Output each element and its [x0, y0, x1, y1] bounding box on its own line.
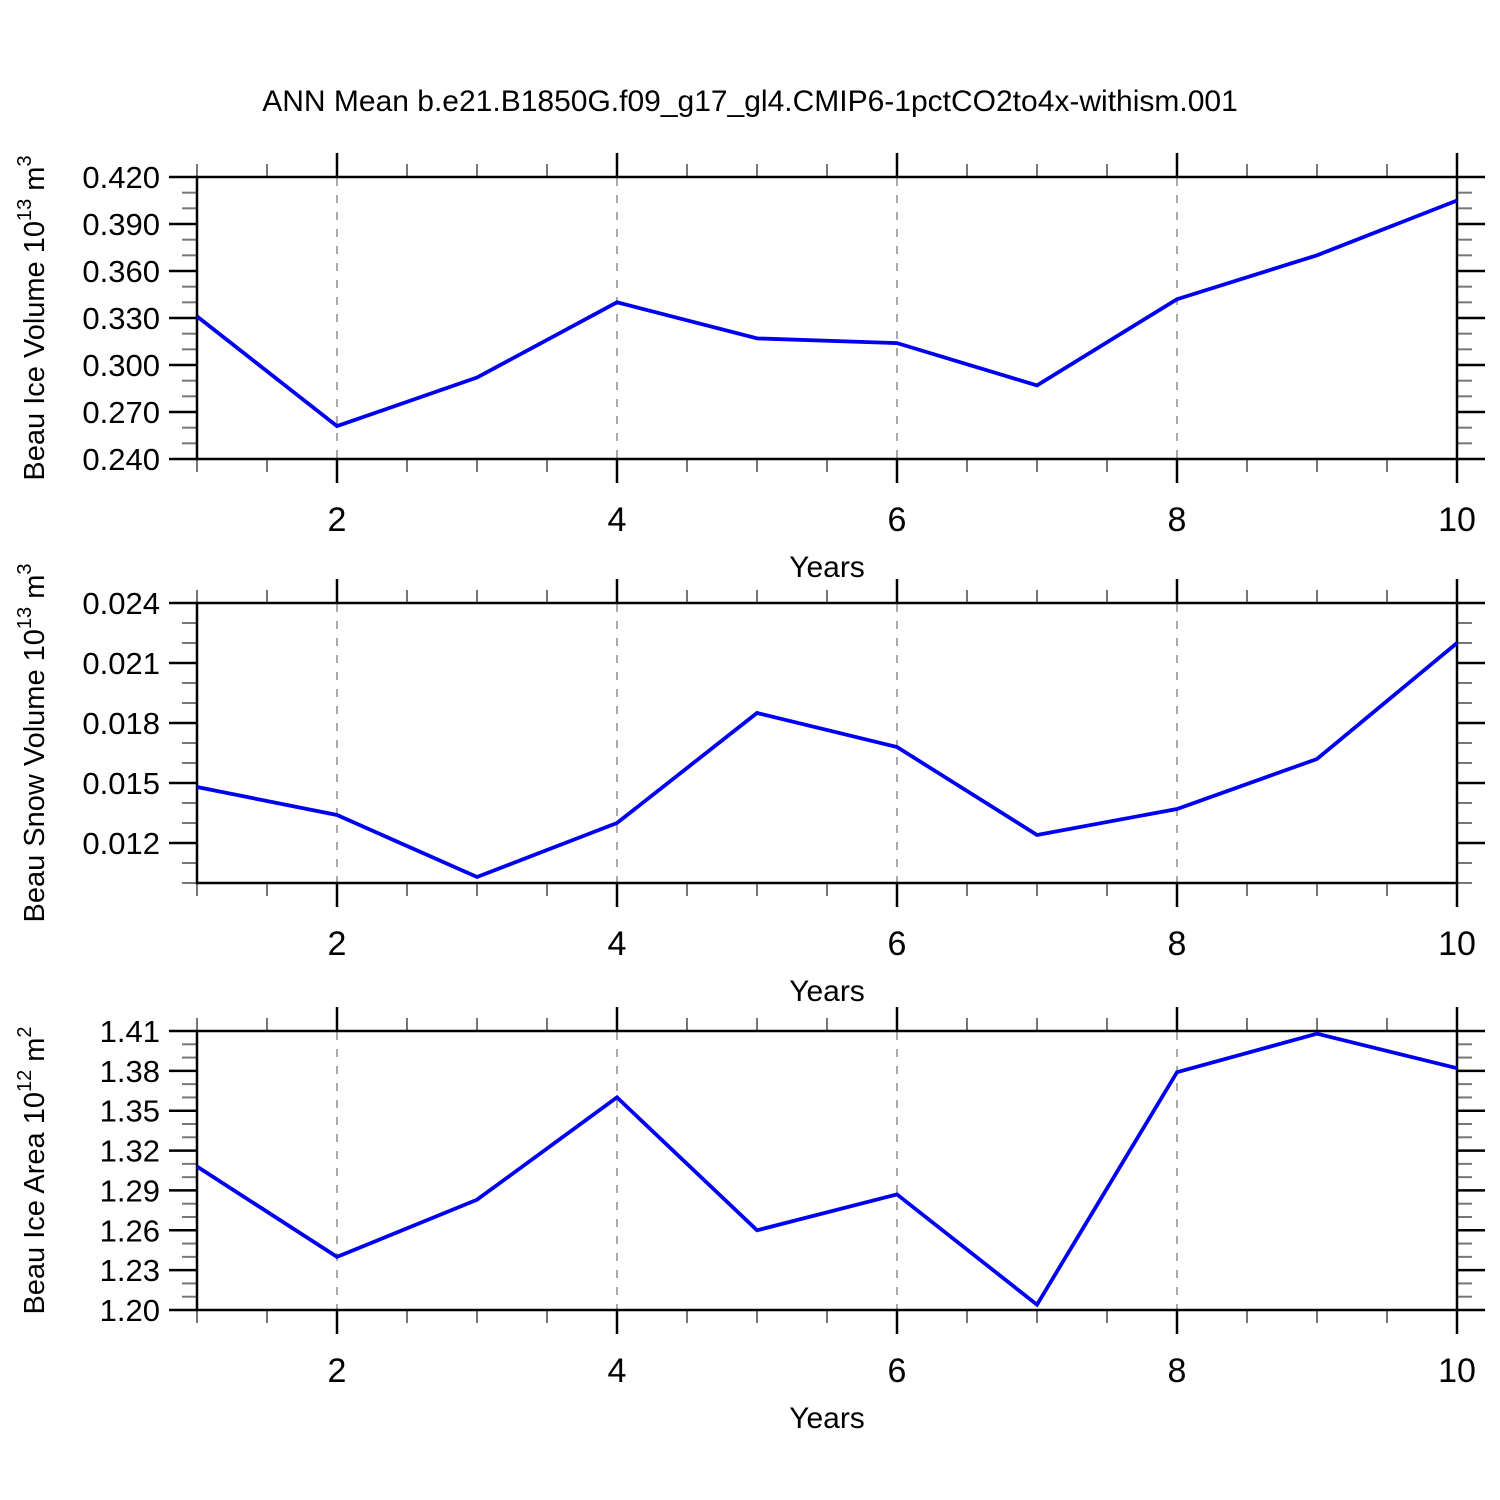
- figure-title: ANN Mean b.e21.B1850G.f09_g17_gl4.CMIP6-…: [262, 85, 1238, 118]
- y-tick-label: 0.300: [82, 348, 160, 383]
- x-tick-label: 6: [888, 925, 907, 963]
- y-tick-label: 1.41: [100, 1014, 160, 1049]
- x-tick-label: 4: [608, 1352, 627, 1390]
- y-tick-label: 0.021: [82, 646, 160, 681]
- x-tick-label: 8: [1168, 501, 1187, 539]
- x-axis-title: Years: [789, 551, 865, 584]
- x-tick-label: 10: [1438, 1352, 1476, 1390]
- beau-ice-volume-series-line: [195, 198, 1458, 429]
- y-tick-label: 0.330: [82, 301, 160, 336]
- x-axis-title: Years: [789, 1402, 865, 1435]
- y-tick-label: 1.20: [100, 1293, 160, 1328]
- x-tick-label: 4: [608, 925, 627, 963]
- x-tick-label: 2: [328, 925, 347, 963]
- x-tick-label: 6: [888, 1352, 907, 1390]
- y-tick-label: 1.35: [100, 1094, 160, 1129]
- y-tick-label: 0.360: [82, 254, 160, 289]
- plot-frame: [195, 175, 1459, 461]
- y-tick-label: 1.23: [100, 1253, 160, 1288]
- beau-snow-volume-series-line: [196, 641, 1459, 880]
- x-tick-label: 10: [1438, 501, 1476, 539]
- y-tick-label: 0.240: [82, 442, 160, 477]
- y-axis-title: Beau Ice Area 1012 m2: [14, 1026, 51, 1314]
- x-tick-label: 2: [328, 1352, 347, 1390]
- y-tick-label: 0.420: [82, 160, 160, 195]
- y-tick-label: 0.390: [82, 207, 160, 242]
- y-tick-label: 1.26: [100, 1213, 160, 1248]
- y-tick-label: 0.024: [82, 586, 160, 621]
- y-axis-title: Beau Ice Volume 1013 m3: [14, 155, 51, 480]
- subplot-beau-snow-volume: 0.012 0.015 0.018 0.021 0.024 2 4 6 8 10 Years Beau…: [14, 563, 1485, 1008]
- subplot-beau-ice-volume: 0.240 0.270 0.300 0.330 0.360 0.390 0.420 2 4 6 8 1…: [14, 153, 1485, 584]
- y-tick-label: 0.012: [82, 826, 160, 861]
- subplot-beau-ice-area: 1.20 1.23 1.26 1.29 1.32 1.35 1.38 1.41 2 4 6 8 10 Ye…: [14, 1007, 1485, 1435]
- y-tick-label: 1.32: [100, 1134, 160, 1169]
- x-tick-label: 2: [328, 501, 347, 539]
- x-tick-label: 4: [608, 501, 627, 539]
- y-tick-label: 0.270: [82, 395, 160, 430]
- x-axis-title: Years: [789, 975, 865, 1008]
- x-tick-label: 10: [1438, 925, 1476, 963]
- x-tick-label: 8: [1168, 1352, 1187, 1390]
- plot-frame: [195, 601, 1459, 885]
- beau-ice-area-series-line: [195, 1031, 1458, 1308]
- x-tick-label: 8: [1168, 925, 1187, 963]
- plot-frame: [195, 1029, 1459, 1312]
- y-tick-label: 0.018: [82, 706, 160, 741]
- y-tick-label: 0.015: [82, 766, 160, 801]
- y-axis-title: Beau Snow Volume 1013 m3: [14, 563, 51, 922]
- x-tick-label: 6: [888, 501, 907, 539]
- y-tick-label: 1.38: [100, 1054, 160, 1089]
- y-tick-label: 1.29: [100, 1173, 160, 1208]
